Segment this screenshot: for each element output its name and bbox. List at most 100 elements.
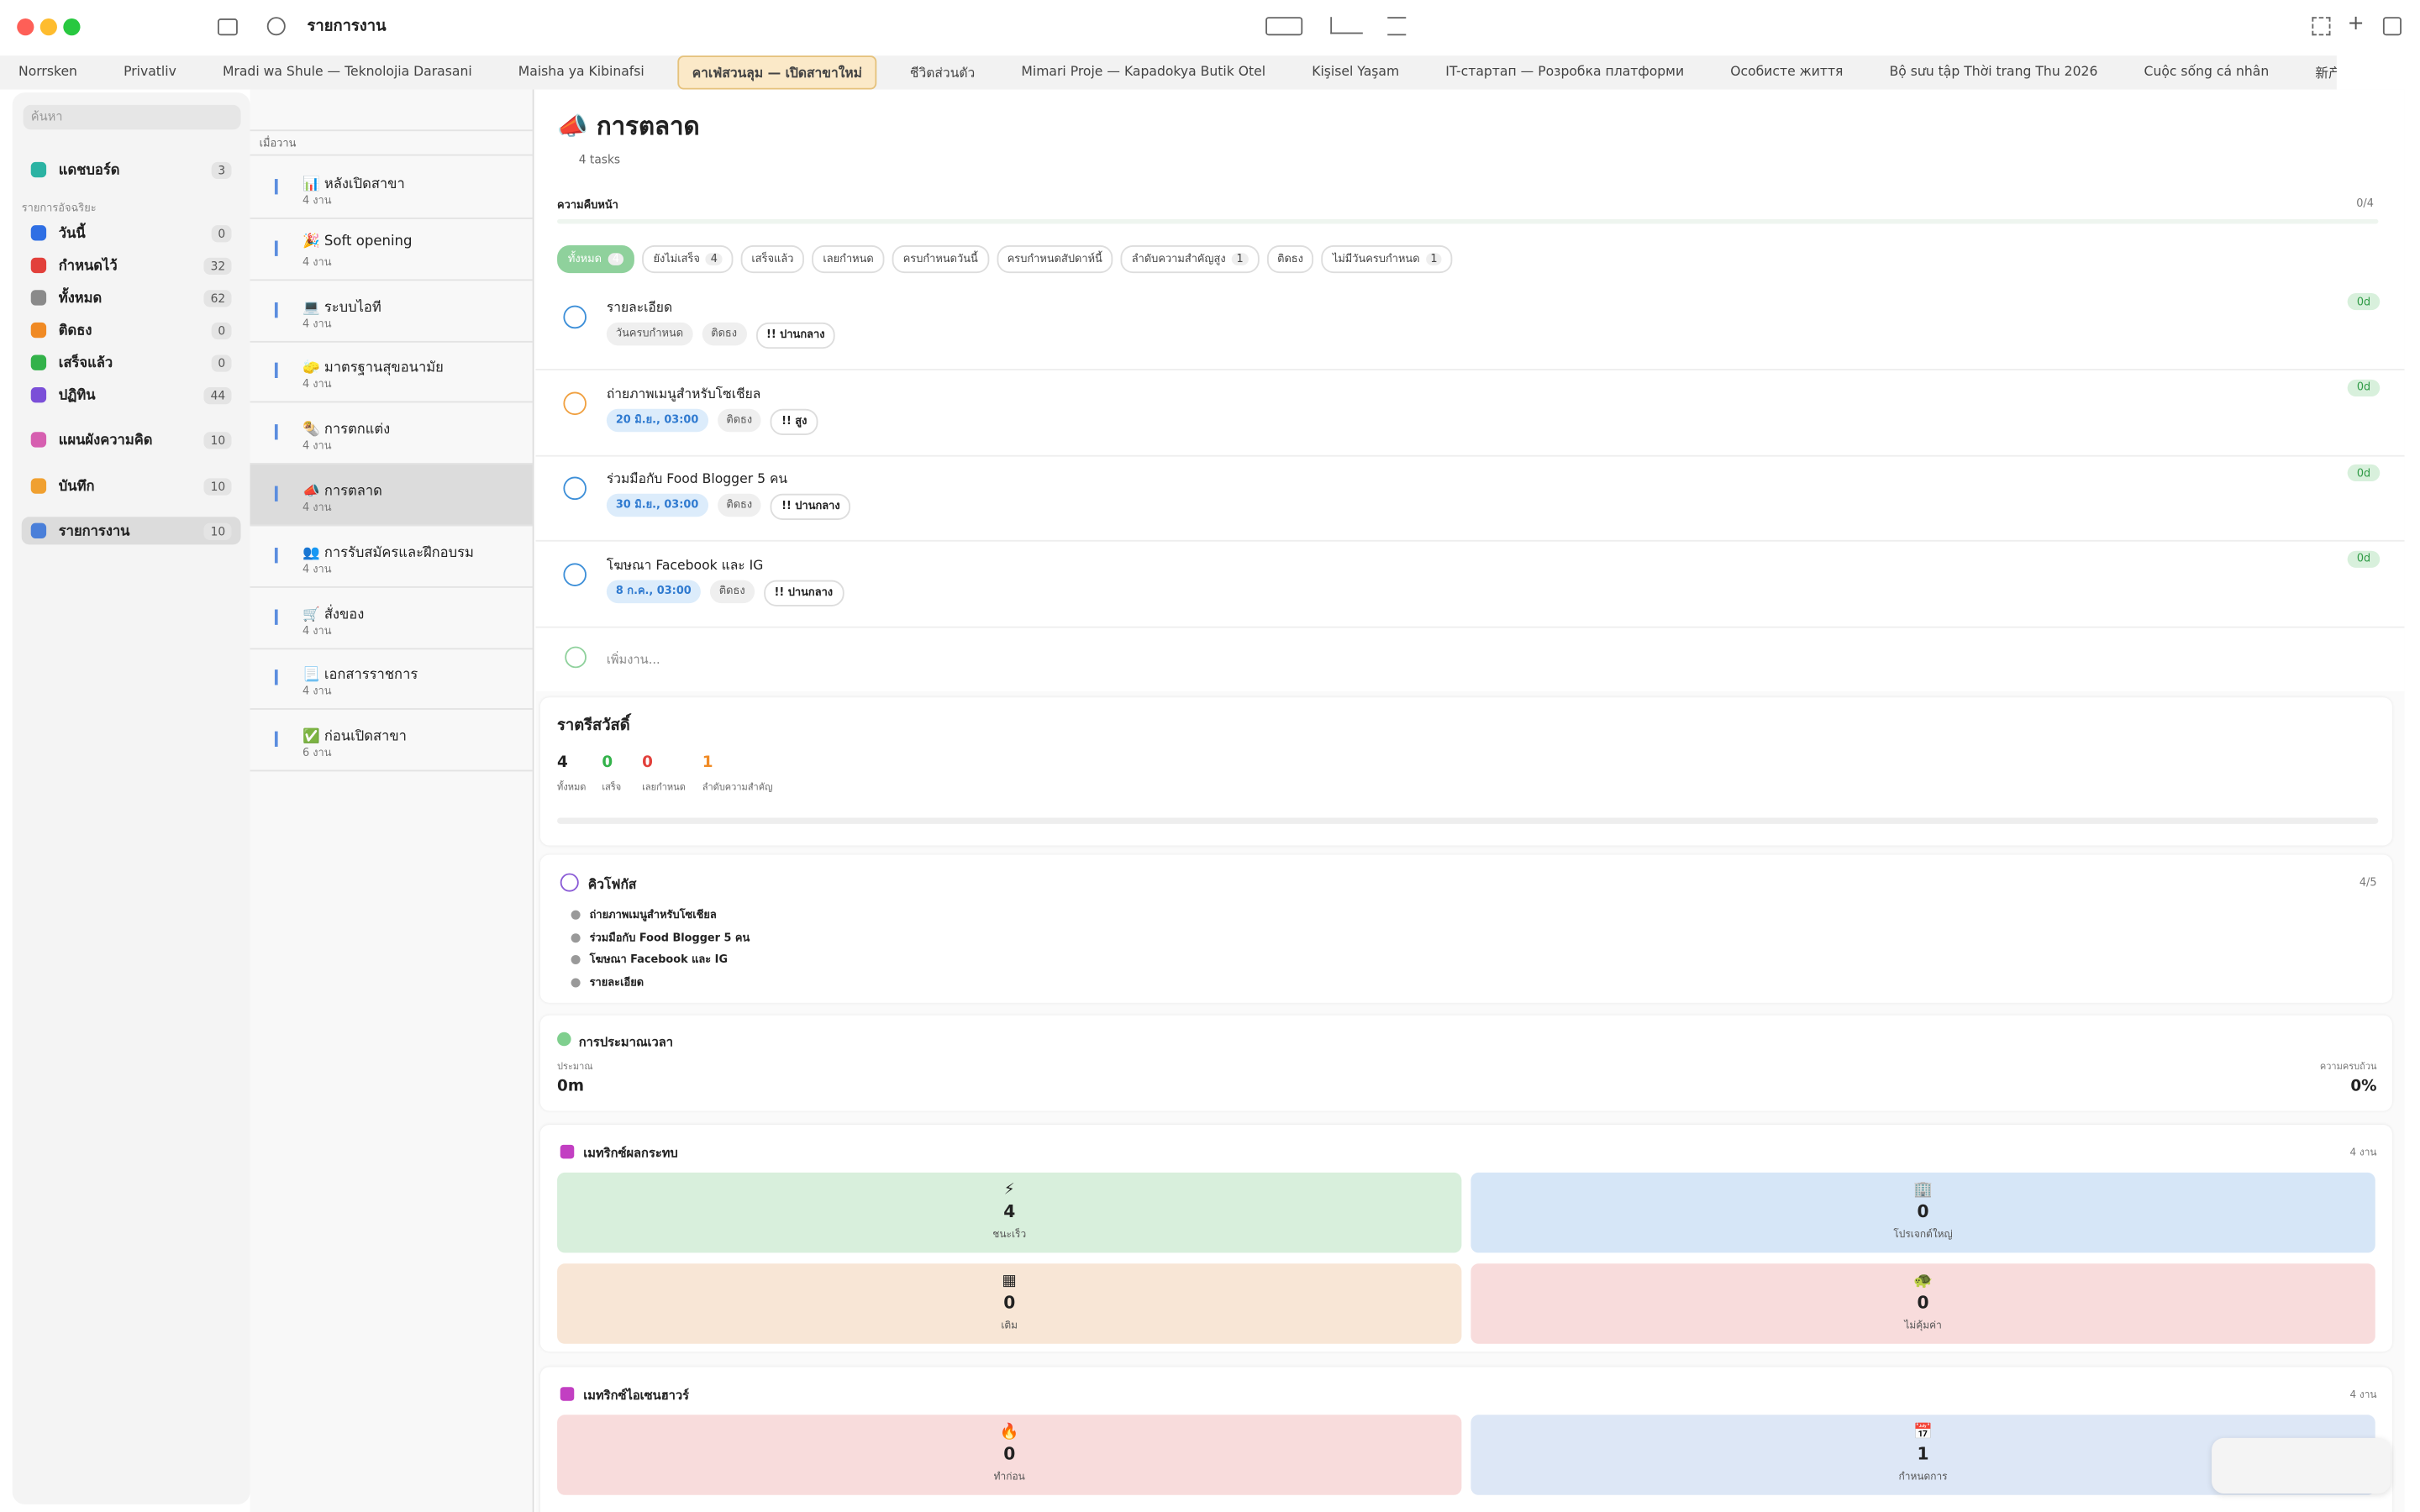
- priority-chip[interactable]: !! ปานกลาง: [763, 579, 844, 606]
- chart-menu[interactable]: [1330, 17, 1363, 34]
- sidebar-count: 0: [212, 224, 232, 242]
- tab[interactable]: IT-стартап — Розробка платформи: [1445, 65, 1685, 81]
- task-checkbox[interactable]: [563, 305, 587, 329]
- stat-value: 0: [642, 754, 653, 772]
- due-chip[interactable]: 30 มิ.ย., 03:00: [606, 493, 708, 517]
- tab[interactable]: Mradi wa Shule — Teknolojia Darasani: [222, 65, 472, 81]
- tab[interactable]: ชีวิตส่วนตัว: [909, 66, 976, 82]
- tab[interactable]: คาเฟ่สวนลุม — เปิดสาขาใหม่: [678, 55, 876, 90]
- close-button[interactable]: [17, 18, 34, 36]
- filter-chip[interactable]: ครบกำหนดสัปดาห์นี้: [996, 245, 1113, 274]
- list-title: 🎉 Soft opening: [302, 234, 413, 250]
- tab[interactable]: Norrsken: [18, 65, 77, 81]
- filter-chip[interactable]: ทั้งหมด 4: [557, 245, 635, 274]
- due-chip[interactable]: 20 มิ.ย., 03:00: [606, 407, 708, 432]
- priority-chip[interactable]: !! สูง: [771, 407, 818, 435]
- list-pane: เมื่อวาน 📊 หลังเปิดสาขา 4 งาน 🎉 Soft openin…: [250, 89, 534, 1512]
- sidebar-count: 10: [204, 477, 232, 495]
- tab[interactable]: 新产品发布计划: [2315, 66, 2336, 82]
- filter-chip[interactable]: ติดธง: [1266, 245, 1314, 274]
- flag-chip[interactable]: ติดธง: [717, 407, 762, 432]
- completeness-label: ความครบถ้วน: [2319, 1061, 2377, 1073]
- task-title[interactable]: ถ่ายภาพเมนูสำหรับโซเชียล: [606, 386, 761, 402]
- filter-chip[interactable]: ไม่มีวันครบกำหนด 1: [1321, 245, 1453, 274]
- task-checkbox[interactable]: [563, 476, 587, 501]
- filter-chip[interactable]: ลำดับความสำคัญสูง 1: [1120, 245, 1260, 274]
- priority-chip[interactable]: !! ปานกลาง: [755, 322, 836, 349]
- task-row: ถ่ายภาพเมนูสำหรับโซเชียล 20 มิ.ย., 03:00 ต…: [535, 370, 2405, 456]
- list-item[interactable]: 📃 เอกสารราชการ 4 งาน: [250, 648, 533, 711]
- tab[interactable]: Kişisel Yaşam: [1312, 65, 1400, 81]
- sidebar-toggle[interactable]: [217, 18, 238, 36]
- tab[interactable]: Cuộc sống cá nhân: [2144, 65, 2270, 81]
- list-item[interactable]: 🧽 มาตรฐานสุขอนามัย 4 งาน: [250, 342, 533, 404]
- sidebar-item[interactable]: ทั้งหมด 62: [22, 284, 241, 312]
- task-title[interactable]: โฆษณา Facebook และ IG: [606, 557, 764, 574]
- card-title: เมทริกซ์ไอเซนฮาวร์: [583, 1389, 690, 1403]
- list-item[interactable]: 🌯 การตกแต่ง 4 งาน: [250, 403, 533, 465]
- task-checkbox[interactable]: [563, 391, 587, 415]
- list-title: ✅ ก่อนเปิดสาขา: [302, 730, 407, 746]
- estimate-label: ประมาณ: [557, 1061, 593, 1073]
- stat-label: เสร็จ: [602, 782, 622, 794]
- flag-chip[interactable]: ติดธง: [717, 493, 762, 517]
- sidebar-item[interactable]: ปฏิทิน 44: [22, 381, 241, 409]
- sidebar-item[interactable]: แผนผังความคิด 10: [22, 426, 241, 454]
- list-item[interactable]: ✅ ก่อนเปิดสาขา 6 งาน: [250, 710, 533, 772]
- settings-button[interactable]: [1387, 17, 1407, 36]
- cell-icon: 📅: [1913, 1424, 1933, 1441]
- sidebar-item[interactable]: รายการงาน 10: [21, 517, 241, 545]
- due-chip[interactable]: วันครบกำหนด: [606, 322, 693, 346]
- filter-count: 4: [706, 253, 723, 265]
- tab[interactable]: Mimari Proje — Kapadokya Butik Otel: [1021, 65, 1266, 81]
- cell-value: 0: [1917, 1293, 1929, 1314]
- tab[interactable]: Bộ sưu tập Thời trang Thu 2026: [1889, 65, 2098, 81]
- card-count: 4 งาน: [2349, 1389, 2377, 1401]
- flag-chip[interactable]: ติดธง: [709, 579, 755, 603]
- sidebar-item[interactable]: เสร็จแล้ว 0: [22, 349, 241, 376]
- share-button[interactable]: [2382, 17, 2402, 36]
- add-button[interactable]: +: [2347, 12, 2365, 36]
- filter-chip[interactable]: ครบกำหนดวันนี้: [892, 245, 989, 274]
- sidebar-item[interactable]: กำหนดไว้ 32: [22, 251, 241, 279]
- list-item[interactable]: 🎉 Soft opening 4 งาน: [250, 218, 533, 281]
- sidebar-item[interactable]: วันนี้ 0: [22, 219, 241, 247]
- minimize-button[interactable]: [39, 18, 57, 36]
- list-item[interactable]: 👥 การรับสมัครและฝึกอบรม 4 งาน: [250, 526, 533, 588]
- task-title[interactable]: ร่วมมือกับ Food Blogger 5 คน: [606, 472, 788, 488]
- search-field[interactable]: ค้นหา: [23, 104, 241, 130]
- filter-chip[interactable]: เลยกำหนด: [812, 245, 885, 274]
- list-item[interactable]: 📊 หลังเปิดสาขา 4 งาน: [250, 157, 533, 219]
- zoom-button[interactable]: [63, 18, 81, 36]
- filter-chip[interactable]: ยังไม่เสร็จ 4: [642, 245, 734, 274]
- flag-chip[interactable]: ติดธง: [702, 322, 747, 346]
- filter-chip[interactable]: เสร็จแล้ว: [740, 245, 805, 274]
- tab-bar: Norrsken Privatliv Mradi wa Shule — Teknol…: [0, 55, 2337, 90]
- floating-toolbar[interactable]: [2212, 1437, 2391, 1494]
- tab[interactable]: Особисте життя: [1730, 65, 1844, 81]
- cell-icon: 🐢: [1913, 1273, 1933, 1290]
- list-item[interactable]: 📣 การตลาด 4 งาน: [250, 464, 533, 527]
- section-header: รายการอัจฉริยะ: [21, 202, 97, 215]
- sidebar-item[interactable]: แดชบอร์ด 3: [22, 156, 241, 184]
- cell-label: ไม่คุ้มค่า: [1904, 1319, 1942, 1332]
- priority-chip[interactable]: !! ปานกลาง: [771, 493, 851, 520]
- task-checkbox[interactable]: [563, 562, 587, 586]
- sidebar-item[interactable]: บันทึก 10: [22, 472, 241, 500]
- add-task[interactable]: เพิ่มงาน...: [606, 652, 660, 667]
- sidebar-item[interactable]: ติดธง 0: [22, 317, 241, 344]
- list-item[interactable]: 💻 ระบบไอที 4 งาน: [250, 281, 533, 343]
- card-count: 4 งาน: [2349, 1146, 2377, 1159]
- tab[interactable]: Privatliv: [124, 65, 176, 81]
- view-menu[interactable]: [1265, 17, 1303, 36]
- task-title[interactable]: รายละเอียด: [606, 301, 673, 317]
- tab[interactable]: Maisha ya Kibinafsi: [518, 65, 644, 81]
- sidebar-label: รายการงาน: [58, 524, 130, 540]
- sync-button[interactable]: [266, 17, 286, 36]
- due-chip[interactable]: 8 ก.ค., 03:00: [606, 579, 701, 603]
- list-item[interactable]: 🛒 สั่งของ 4 งาน: [250, 587, 533, 649]
- expand-button[interactable]: [2312, 17, 2331, 36]
- add-icon[interactable]: [565, 646, 587, 669]
